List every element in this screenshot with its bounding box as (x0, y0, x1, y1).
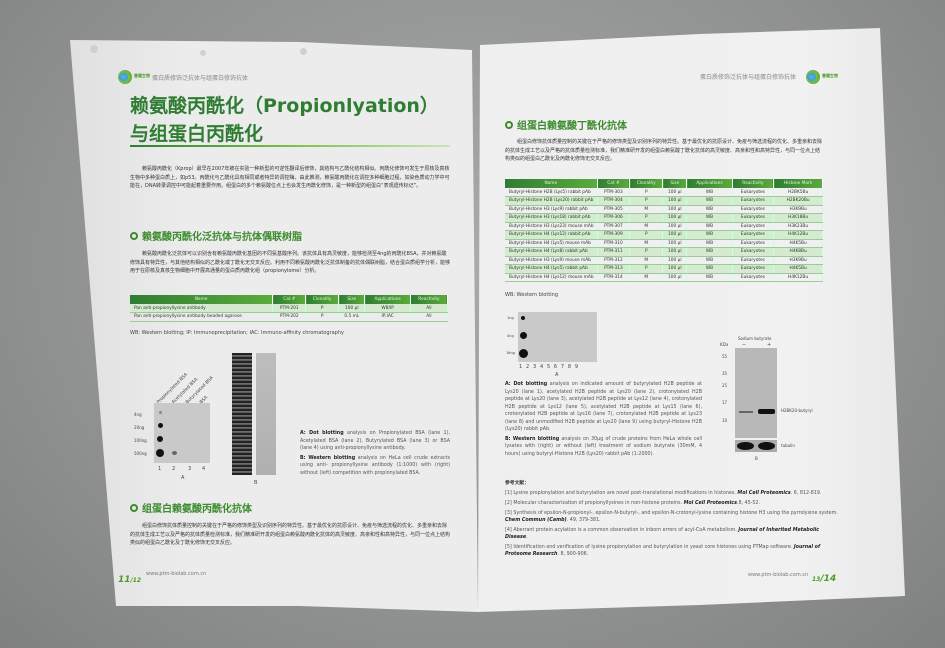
bullet-icon (130, 503, 138, 512)
table-row: Butyryl-Histone H4 (Lys12) mouse mAb PTM-… (505, 273, 823, 282)
lane-number: 1 (519, 364, 523, 370)
table-row: Butyryl-Histone H2B (Lys5) rabbit pAb PTM… (505, 188, 823, 197)
reference-item: [5] Identification and verification of l… (505, 545, 821, 557)
page-number: 11/12 (118, 575, 142, 585)
running-header: 蛋白质修饰泛抗体与组蛋白修饰抗体 (152, 75, 249, 82)
reference-item: [3] Synthesis of epsilon-N-propionyl-, e… (505, 511, 838, 523)
page-number: 13/14 (812, 574, 837, 584)
lane-number: 4 (539, 364, 544, 370)
section-title: 赖氨酸丙酰化泛抗体与抗体偶联树脂 (142, 232, 302, 243)
abbreviation-note: WB: Western blotting (505, 292, 559, 298)
figure-b-label: B (254, 480, 258, 486)
lane-number: 8 (567, 364, 572, 370)
figure-caption: A: Dot blotting analysis on Propionylate… (300, 431, 450, 476)
section-title: 组蛋白赖氨酸丁酰化抗体 (517, 121, 627, 132)
table-row: Butyryl-Histone H4 (Lys12) rabbit pAb PTM… (505, 230, 823, 240)
reference-item: [4] Aberrant protein acylation is a comm… (505, 528, 820, 540)
footer-url: www.ptm-biolab.com.cn (146, 571, 207, 577)
bullet-icon (130, 231, 138, 240)
lane-number: 7 (560, 364, 565, 370)
tubulin-blot (735, 440, 777, 452)
table-row: Pan anti-propionyllysine antibody beaded… (130, 312, 449, 322)
lane-number: 3 (532, 364, 537, 370)
section-title: 组蛋白赖氨酸丙酰化抗体 (142, 504, 252, 515)
reference-item: [2] Molecular characterization of propio… (505, 501, 761, 506)
brand-logo (806, 70, 820, 84)
running-header: 蛋白质修饰泛抗体与组蛋白修饰抗体 (700, 74, 797, 81)
lane-number: 5 (546, 364, 551, 370)
table-header: Name Cat # Clonality Size Applications Reacti… (130, 295, 449, 304)
table-row: Butyryl-Histone H2B (Lys20) rabbit pAb PT… (505, 196, 823, 206)
footer-url: www.ptm-biolab.com.cn (748, 572, 809, 578)
table-row: Butyryl-Histone H3 (Lys9) mouse mAb PTM-3… (505, 256, 823, 265)
lane-number: 6 (553, 364, 558, 370)
band-label: H2BK20-butyryl (781, 408, 813, 413)
western-blot-lane-right (256, 353, 276, 475)
abbreviation-note: WB: Western blotting; IP: Immunoprecipit… (130, 330, 344, 336)
table-header: Name Cat # Clonality Size Applications Reacti… (505, 179, 823, 188)
intro-paragraph: 赖氨酸丙酰化（Kprop）最早在2007年被在实验一种新型的可逆性翻译后修饰，其… (130, 166, 450, 189)
table-row: Butyryl-Histone H4 (Lys5) rabbit pAb PTM-… (505, 264, 823, 274)
logo-text: 普健生物 (822, 73, 838, 78)
references: 参考文献： [1] Lysine propionylation and buty… (505, 480, 840, 561)
lane-number: 9 (574, 364, 579, 370)
dot-blot-figure-a (518, 312, 597, 362)
brand-logo (118, 70, 132, 84)
table-row: Butyryl-Histone H3 (Lys9) rabbit pAb PTM-… (505, 205, 823, 214)
bullet-icon (505, 120, 513, 129)
western-blot-lane-left (232, 353, 252, 475)
logo-text: 普健生物 (134, 73, 150, 78)
section-heading: 组蛋白赖氨酸丁酰化抗体 (505, 117, 627, 132)
table-row: Butyryl-Histone H3 (Lys18) rabbit pAb PTM… (505, 213, 823, 223)
tubulin-label: tubulin (781, 443, 795, 448)
section2-paragraph: 组蛋白修饰抗体质量控制的关键在于严格的修饰类型及识别序列的特异性。基于最优化的抗… (130, 523, 451, 546)
pan-antibody-table: Name Cat # Clonality Size Applications Reacti… (130, 295, 449, 322)
page-title-line1: 赖氨酸丙酰化（Propionlyation） (130, 95, 439, 117)
lane-number: 2 (525, 364, 530, 370)
table-row: Butyryl-Histone H3 (Lys23) mouse mAb PTM-… (505, 222, 823, 231)
western-blot-figure-b (735, 348, 777, 438)
page-title-line2: 与组蛋白丙酰化 (130, 123, 264, 145)
table-row: Butyryl-Histone H4 (Lys5) mouse mAb PTM-3… (505, 239, 823, 248)
section1-paragraph: 赖氨酸丙酰化泛抗体可以识别含有赖氨酸丙酰化基团的不同氨基酸序列。该抗体具有高灵敏… (130, 251, 451, 274)
reference-item: [1] Lysine propionylation and butyrylati… (505, 491, 822, 496)
section-heading-2: 组蛋白赖氨酸丙酰化抗体 (130, 500, 252, 515)
section-paragraph: 组蛋白修饰抗体质量控制的关键在于严格的修饰类型及识别序列的特异性。基于最优化的抗… (505, 139, 823, 162)
title-divider (130, 145, 450, 147)
butyryl-antibody-table: Name Cat # Clonality Size Applications Reacti… (505, 179, 823, 282)
table-row: Butyryl-Histone H4 (Lys8) rabbit pAb PTM-… (505, 247, 823, 257)
table-row: Pan anti-propionyllysine antibody PTM-201… (130, 304, 449, 313)
section-heading-1: 赖氨酸丙酰化泛抗体与抗体偶联树脂 (130, 228, 302, 243)
figure-caption: A: Dot blotting analysis on indicated am… (505, 382, 702, 457)
